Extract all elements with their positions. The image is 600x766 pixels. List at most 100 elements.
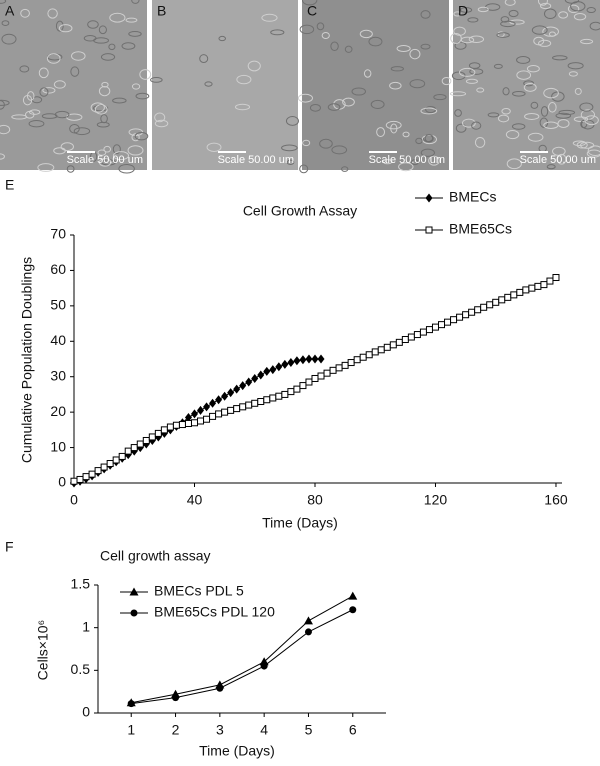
cell <box>509 19 525 25</box>
legend-marker <box>425 193 433 203</box>
cell <box>38 67 49 79</box>
x-tick-label: 1 <box>127 722 135 738</box>
cell <box>22 94 33 106</box>
cell <box>331 145 348 155</box>
cell <box>555 112 572 119</box>
cell <box>540 106 549 117</box>
cell <box>150 76 163 83</box>
data-point <box>293 385 301 393</box>
data-point <box>76 475 84 483</box>
data-point <box>136 440 144 448</box>
data-point <box>377 346 385 354</box>
data-point <box>323 369 331 377</box>
panel-label: C <box>307 3 317 19</box>
x-tick-label: 3 <box>216 722 224 738</box>
cell <box>199 54 209 64</box>
data-point <box>504 293 512 301</box>
cell <box>567 62 584 70</box>
data-point <box>281 359 289 369</box>
chart-title: Cell Growth Assay <box>243 203 357 219</box>
cell <box>500 16 510 23</box>
micrograph <box>0 0 147 170</box>
data-point <box>112 456 120 464</box>
cell <box>516 55 531 64</box>
data-point <box>492 298 500 306</box>
data-point <box>216 684 224 692</box>
cell <box>524 113 540 120</box>
cell <box>47 8 58 19</box>
data-point <box>516 288 524 296</box>
cell <box>449 91 467 97</box>
data-point <box>534 282 542 290</box>
y-tick-label: 0.5 <box>71 661 91 677</box>
data-point <box>419 328 427 336</box>
cell <box>580 120 588 129</box>
data-point <box>82 473 90 481</box>
cell <box>586 7 596 14</box>
cell <box>580 38 594 45</box>
data-point <box>118 452 126 460</box>
data-point <box>299 355 307 365</box>
cell <box>526 64 540 73</box>
y-axis-label: Cells×10⁶ <box>35 620 51 681</box>
data-point <box>227 406 235 414</box>
cell <box>428 155 440 166</box>
cell <box>557 119 570 128</box>
series-line <box>131 595 354 704</box>
data-point <box>239 381 247 391</box>
cell <box>108 43 116 51</box>
cell <box>420 148 435 157</box>
legend-marker <box>130 609 138 617</box>
cell <box>505 130 520 140</box>
cell <box>548 31 556 37</box>
cell <box>109 12 126 23</box>
cell <box>420 107 438 115</box>
data-point <box>546 277 554 285</box>
cell <box>527 132 544 142</box>
y-tick-label: 70 <box>50 226 66 242</box>
x-tick-label: 2 <box>172 722 180 738</box>
data-point <box>124 447 132 455</box>
cell <box>90 102 105 113</box>
cell <box>433 93 447 101</box>
legend-marker <box>129 587 139 596</box>
cell <box>584 115 599 126</box>
cell <box>97 149 107 156</box>
cell <box>103 145 111 153</box>
cell <box>501 108 511 115</box>
cell <box>586 149 600 158</box>
data-point <box>317 372 325 380</box>
data-point <box>106 460 114 468</box>
cell <box>41 113 58 119</box>
data-point <box>178 421 186 429</box>
cell <box>396 45 411 52</box>
cell <box>285 116 299 126</box>
y-tick-label: 1.5 <box>71 576 91 592</box>
data-point <box>100 463 108 471</box>
cell <box>564 0 580 4</box>
cell <box>558 11 569 19</box>
cell <box>567 4 580 14</box>
data-point <box>522 286 530 294</box>
data-point <box>263 396 271 404</box>
cell <box>574 87 582 95</box>
cell <box>453 11 462 17</box>
cell <box>576 141 588 149</box>
data-point <box>209 398 217 408</box>
legend-label: BMECs <box>449 189 496 205</box>
data-point <box>431 323 439 331</box>
cell <box>204 81 213 87</box>
cell <box>344 45 353 53</box>
data-point <box>413 331 421 339</box>
cell <box>60 142 74 152</box>
cell <box>98 158 112 167</box>
cell <box>468 62 481 69</box>
cell <box>128 31 142 37</box>
cell <box>73 127 91 136</box>
cell <box>497 114 510 123</box>
data-point <box>359 353 367 361</box>
cell <box>131 83 141 90</box>
cell <box>370 99 385 109</box>
data-point <box>371 348 379 356</box>
